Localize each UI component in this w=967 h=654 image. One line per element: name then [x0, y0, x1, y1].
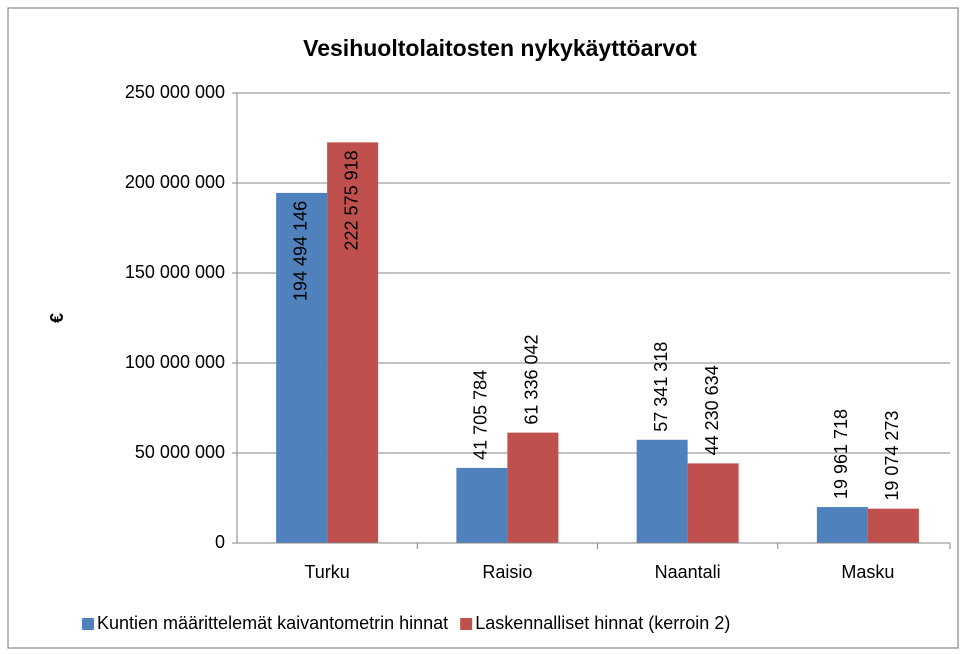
chart-frame	[7, 7, 959, 649]
legend-swatch	[82, 618, 94, 630]
x-tick-label: Naantali	[655, 562, 721, 582]
x-tick-label: Turku	[304, 562, 349, 582]
bar	[276, 192, 328, 544]
bar	[867, 508, 919, 543]
y-tick-label: 200 000 000	[125, 172, 225, 192]
bar	[327, 142, 379, 543]
bar	[507, 432, 559, 543]
bar	[816, 507, 868, 543]
data-label: 19 074 273	[882, 411, 902, 501]
data-label: 41 705 784	[471, 370, 491, 460]
y-tick-label: 150 000 000	[125, 262, 225, 282]
data-label: 19 961 718	[831, 409, 851, 499]
legend-label: Laskennalliset hinnat (kerroin 2)	[475, 613, 730, 633]
chart-title: Vesihuoltolaitosten nykykäyttöarvot	[303, 35, 697, 61]
y-tick-label: 250 000 000	[125, 82, 225, 102]
bar	[687, 463, 739, 543]
y-tick-label: 50 000 000	[135, 442, 225, 462]
y-axis-label: €	[47, 313, 67, 323]
x-tick-label: Masku	[841, 562, 894, 582]
legend-label: Kuntien määrittelemät kaivantometrin hin…	[97, 613, 448, 633]
data-label: 61 336 042	[522, 335, 542, 425]
bar	[636, 439, 688, 543]
legend-swatch	[460, 618, 473, 630]
data-label: 222 575 918	[341, 150, 361, 250]
data-label: 194 494 146	[290, 201, 310, 301]
y-tick-label: 100 000 000	[125, 352, 225, 372]
data-label: 57 341 318	[651, 342, 671, 432]
y-tick-label: 0	[215, 532, 225, 552]
bar	[456, 467, 508, 543]
data-label: 44 230 634	[702, 365, 722, 455]
x-tick-label: Raisio	[482, 562, 532, 582]
